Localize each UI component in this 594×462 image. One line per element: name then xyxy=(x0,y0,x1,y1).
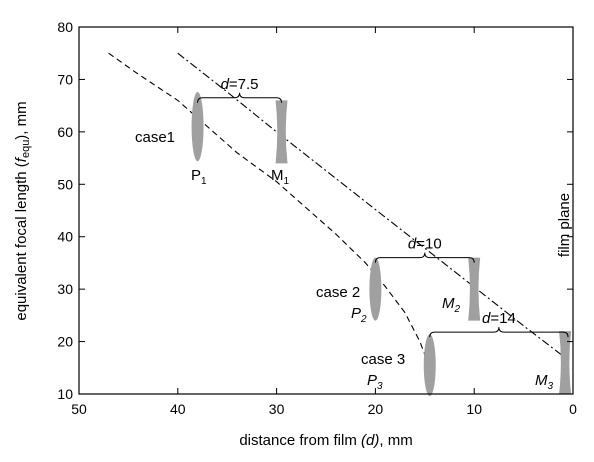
negative-lens-6 xyxy=(559,331,572,394)
spacing-label-value-2: =10 xyxy=(416,236,441,253)
p1-label: P1 xyxy=(191,167,207,187)
x-axis-title-unit: , mm xyxy=(379,432,412,449)
x-axis-title: distance from film (d), mm xyxy=(239,432,412,449)
m3-label-main: M xyxy=(535,372,548,389)
series-line-dashdot xyxy=(177,52,569,361)
negative-lens-2 xyxy=(275,100,288,164)
y-tick-label-2: 30 xyxy=(57,281,73,297)
p3-label-sub: 3 xyxy=(377,381,383,392)
p1-label-main: P xyxy=(191,167,201,184)
film-plane-label: film plane xyxy=(556,193,573,257)
spacing-label-1: d=7.5 xyxy=(221,76,259,93)
m1-label: M1 xyxy=(271,167,290,187)
tick-layer: 50 40 30 20 10 0 10 20 30 40 50 60 70 80 xyxy=(57,19,577,417)
m2-label-sub: 2 xyxy=(454,304,461,315)
y-tick-label-6: 70 xyxy=(57,71,73,87)
y-tick-label-0: 10 xyxy=(57,386,73,402)
case2-label: case 2 xyxy=(316,284,360,301)
p2-label-main: P xyxy=(351,305,361,322)
x-tick-label-3: 20 xyxy=(368,401,384,417)
x-axis-title-part1: distance from film xyxy=(239,432,361,449)
spacing-label-value-1: =7.5 xyxy=(229,76,259,93)
spacing-bracket-3 xyxy=(429,327,569,338)
m1-label-main: M xyxy=(271,167,284,184)
spacing-label-var-1: d xyxy=(221,76,230,93)
m3-label-sub: 3 xyxy=(548,381,554,392)
spacing-label-var-2: d xyxy=(408,236,417,253)
spacing-label-var-3: d xyxy=(482,310,491,327)
case3-label: case 3 xyxy=(361,351,405,368)
x-axis-title-var: (d) xyxy=(361,432,379,449)
spacing-bracket-layer: d=7.5d=10d=14 xyxy=(197,76,569,338)
plot-frame xyxy=(78,26,574,395)
spacing-label-2: d=10 xyxy=(408,236,442,253)
x-tick-label-0: 50 xyxy=(71,401,87,417)
y-tick-label-5: 60 xyxy=(57,124,73,140)
m2-label-main: M xyxy=(442,295,455,312)
y-axis-title-sub: equ xyxy=(20,140,32,158)
positive-lens-3 xyxy=(369,257,382,321)
p2-label: P2 xyxy=(351,305,367,325)
m2-label: M2 xyxy=(442,295,461,315)
p1-label-sub: 1 xyxy=(201,176,207,187)
y-tick-label-3: 40 xyxy=(57,229,73,245)
y-axis-title-unit: ), mm xyxy=(13,101,30,139)
y-tick-label-1: 20 xyxy=(57,334,73,350)
series-line-dashed xyxy=(108,52,426,355)
x-tick-label-1: 40 xyxy=(170,401,186,417)
m1-label-sub: 1 xyxy=(284,176,290,187)
x-tick-label-4: 10 xyxy=(466,401,482,417)
y-axis-title: equivalent focal length (fequ), mm xyxy=(13,101,32,320)
x-tick-label-5: 0 xyxy=(569,401,577,417)
spacing-label-value-3: =14 xyxy=(490,310,515,327)
lens-layer xyxy=(191,92,572,397)
y-axis-title-part1: equivalent focal length ( xyxy=(13,162,30,320)
negative-lens-4 xyxy=(468,257,481,321)
case1-label: case1 xyxy=(135,129,175,146)
positive-lens-1 xyxy=(191,92,204,162)
x-tick-label-2: 30 xyxy=(269,401,285,417)
spacing-label-3: d=14 xyxy=(482,310,516,327)
m3-label: M3 xyxy=(535,372,554,392)
y-axis-title-var: f xyxy=(13,156,30,162)
spacing-bracket-2 xyxy=(374,252,475,263)
y-tick-label-4: 50 xyxy=(57,176,73,192)
positive-lens-5 xyxy=(423,334,436,397)
p3-label-main: P xyxy=(367,372,377,389)
series-layer xyxy=(108,52,569,361)
y-tick-label-7: 80 xyxy=(57,19,73,35)
p3-label: P3 xyxy=(367,372,383,392)
p2-label-sub: 2 xyxy=(360,314,367,325)
spacing-bracket-1 xyxy=(197,92,283,103)
